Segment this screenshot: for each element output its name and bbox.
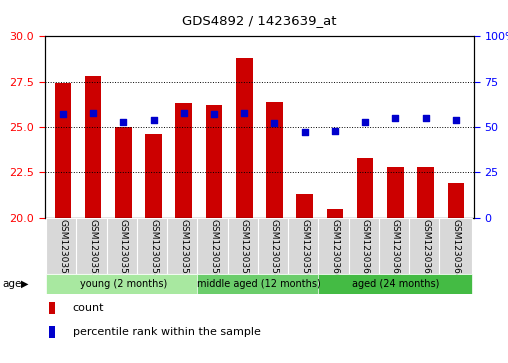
Point [119, 119, 128, 125]
Point [301, 130, 309, 135]
Text: percentile rank within the sample: percentile rank within the sample [73, 327, 261, 337]
Point [59, 111, 67, 117]
Point [180, 110, 188, 115]
Bar [115, 127, 132, 218]
Bar [137, 218, 170, 274]
Bar [49, 302, 55, 314]
Text: GSM1230361: GSM1230361 [361, 220, 370, 280]
Text: GSM1230352: GSM1230352 [88, 220, 98, 280]
Bar [409, 218, 442, 274]
Point [331, 128, 339, 134]
Text: GSM1230363: GSM1230363 [421, 220, 430, 280]
Bar [236, 58, 252, 218]
Text: GSM1230364: GSM1230364 [451, 220, 460, 280]
Point [452, 117, 460, 123]
Bar [145, 134, 162, 218]
Text: GSM1230362: GSM1230362 [391, 220, 400, 280]
Text: GDS4892 / 1423639_at: GDS4892 / 1423639_at [182, 15, 337, 28]
Text: GSM1230358: GSM1230358 [270, 220, 279, 280]
Bar [417, 167, 434, 218]
Bar [85, 76, 102, 218]
Text: GSM1230359: GSM1230359 [300, 220, 309, 280]
Bar [49, 326, 55, 338]
Text: GSM1230351: GSM1230351 [58, 220, 68, 280]
Bar [319, 218, 352, 274]
Bar [379, 218, 412, 274]
Bar [387, 167, 404, 218]
Bar [175, 103, 192, 218]
Point [391, 115, 399, 121]
Text: ▶: ▶ [21, 279, 29, 289]
Point [149, 117, 157, 123]
Bar [198, 218, 231, 274]
Text: GSM1230356: GSM1230356 [209, 220, 218, 280]
Text: middle aged (12 months): middle aged (12 months) [198, 279, 321, 289]
Bar [288, 218, 321, 274]
Bar [167, 218, 200, 274]
Bar [46, 274, 200, 294]
Text: GSM1230360: GSM1230360 [330, 220, 339, 280]
Bar [439, 218, 472, 274]
Bar [296, 194, 313, 218]
Point [210, 111, 218, 117]
Text: young (2 months): young (2 months) [80, 279, 167, 289]
Bar [206, 105, 223, 218]
Text: count: count [73, 303, 104, 313]
Text: aged (24 months): aged (24 months) [352, 279, 439, 289]
Bar [319, 274, 472, 294]
Bar [76, 218, 110, 274]
Point [240, 110, 248, 115]
Bar [198, 274, 321, 294]
Text: GSM1230353: GSM1230353 [119, 220, 128, 280]
Bar [348, 218, 382, 274]
Bar [448, 183, 464, 218]
Text: GSM1230357: GSM1230357 [240, 220, 249, 280]
Bar [54, 83, 71, 218]
Text: GSM1230354: GSM1230354 [149, 220, 158, 280]
Point [361, 119, 369, 125]
Bar [107, 218, 140, 274]
Bar [258, 218, 291, 274]
Point [422, 115, 430, 121]
Point [270, 121, 278, 126]
Bar [228, 218, 261, 274]
Bar [357, 158, 373, 218]
Bar [327, 209, 343, 218]
Text: age: age [3, 279, 22, 289]
Text: GSM1230355: GSM1230355 [179, 220, 188, 280]
Point [89, 110, 97, 115]
Bar [266, 102, 283, 218]
Bar [46, 218, 79, 274]
